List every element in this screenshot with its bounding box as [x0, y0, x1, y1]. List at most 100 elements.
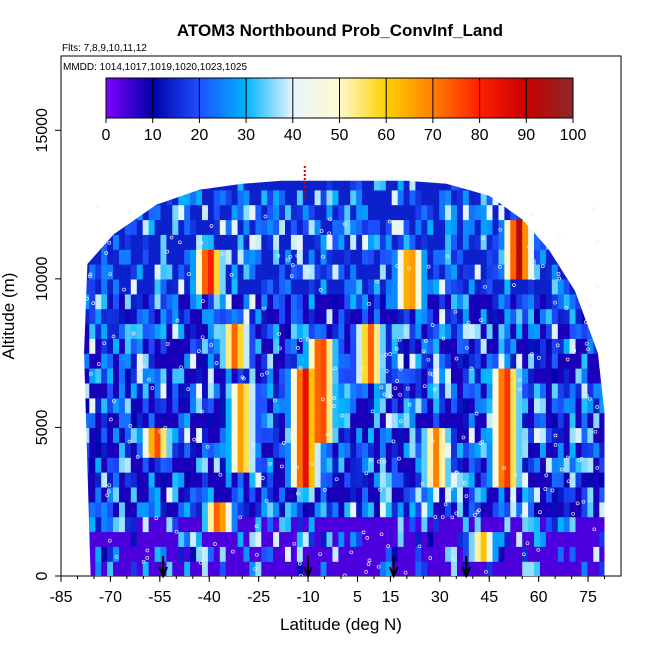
heatmap-cell	[255, 368, 262, 384]
sample-marker	[466, 320, 471, 325]
heatmap-cell	[332, 308, 339, 325]
heatmap-cell	[368, 249, 375, 265]
heatmap-cell	[403, 234, 411, 250]
chart-title: ATOM3 Northbound Prob_ConvInf_Land	[177, 21, 503, 40]
heatmap-cell	[540, 308, 547, 325]
heatmap-cell	[89, 338, 96, 354]
x-tick-label: -85	[49, 589, 72, 606]
heatmap-cell	[237, 338, 245, 354]
heatmap-cell	[119, 501, 126, 518]
heatmap-cell	[302, 249, 310, 265]
heatmap-cell	[457, 516, 464, 533]
heatmap-cell	[107, 293, 114, 310]
heatmap-cell	[379, 382, 387, 399]
heatmap-cell	[279, 382, 286, 399]
heatmap-cell	[237, 308, 245, 325]
sample-marker	[327, 231, 331, 236]
heatmap-cell	[338, 516, 345, 533]
heatmap-cell	[397, 501, 405, 518]
heatmap-cell	[540, 546, 547, 562]
heatmap-cell	[237, 397, 245, 414]
heatmap-cell	[528, 427, 535, 443]
heatmap-cell	[166, 457, 173, 473]
heatmap-cell	[439, 412, 446, 429]
heatmap-cell	[557, 264, 565, 280]
heatmap-cell	[534, 323, 541, 339]
heatmap-cell	[267, 264, 274, 280]
heatmap-cell	[89, 472, 96, 488]
heatmap-cell	[338, 189, 345, 206]
heatmap-cell	[207, 204, 215, 221]
heatmap-cell	[302, 382, 310, 399]
heatmap-cell	[563, 531, 571, 547]
sample-marker	[517, 377, 522, 382]
heatmap-cell	[219, 293, 227, 310]
sample-marker	[531, 258, 536, 263]
heatmap-cell	[219, 561, 227, 576]
sample-marker	[592, 527, 597, 532]
sample-marker	[398, 392, 402, 397]
heatmap-cell	[261, 472, 268, 488]
sample-marker	[251, 442, 256, 447]
heatmap-cell	[551, 427, 559, 443]
heatmap-cell	[184, 457, 191, 473]
heatmap-cell	[403, 382, 411, 399]
colorbar-tick-label: 70	[424, 127, 442, 144]
sample-marker	[205, 444, 210, 449]
heatmap-cell	[356, 293, 363, 310]
heatmap-cell	[142, 308, 150, 325]
heatmap-cell	[267, 204, 274, 221]
heatmap-cell	[285, 338, 292, 354]
heatmap-cell	[296, 457, 304, 473]
heatmap-cell	[409, 338, 416, 354]
heatmap-cell	[474, 397, 482, 414]
heatmap-cell	[202, 338, 209, 354]
heatmap-cell	[510, 264, 517, 280]
heatmap-cell	[89, 397, 96, 414]
heatmap-cell	[142, 516, 150, 533]
heatmap-cell	[545, 412, 553, 429]
heatmap-cell	[338, 308, 345, 325]
heatmap-cell	[486, 412, 494, 429]
heatmap-cell	[480, 308, 488, 325]
heatmap-cell	[373, 442, 381, 458]
sample-marker	[593, 429, 598, 434]
sample-marker	[199, 409, 204, 414]
heatmap-cell	[290, 397, 298, 414]
flights-label: Flts: 7,8,9,10,11,12	[62, 43, 147, 54]
heatmap-cell	[587, 382, 594, 399]
heatmap-cell	[178, 308, 185, 325]
heatmap-cell	[528, 234, 535, 250]
heatmap-cell	[403, 249, 411, 265]
heatmap-cell	[445, 249, 452, 265]
heatmap-cell	[130, 234, 138, 250]
heatmap-cell	[172, 472, 179, 488]
heatmap-cell	[296, 293, 304, 310]
heatmap-cell	[344, 353, 351, 369]
sample-marker	[555, 343, 560, 348]
heatmap-cell	[350, 561, 357, 576]
heatmap-cell	[344, 234, 351, 250]
heatmap-cell	[190, 323, 197, 339]
heatmap-cell	[314, 338, 322, 354]
heatmap-cell	[593, 457, 600, 473]
heatmap-cell	[480, 353, 488, 369]
heatmap-cell	[160, 264, 167, 280]
sample-marker	[295, 253, 300, 258]
heatmap-cell	[427, 323, 434, 339]
sample-marker	[108, 272, 113, 277]
heatmap-cell	[213, 531, 221, 547]
heatmap-cell	[326, 442, 333, 458]
heatmap-cell	[451, 293, 458, 310]
heatmap-cell	[474, 457, 482, 473]
sample-marker	[517, 387, 522, 392]
heatmap-cell	[545, 368, 553, 384]
heatmap-cell	[148, 323, 156, 339]
heatmap-cell	[296, 561, 304, 576]
heatmap-cell	[243, 501, 250, 518]
heatmap-cell	[130, 546, 138, 562]
heatmap-cell	[332, 457, 339, 473]
sample-marker	[360, 366, 365, 371]
heatmap-cell	[202, 457, 209, 473]
heatmap-cell	[516, 501, 523, 518]
